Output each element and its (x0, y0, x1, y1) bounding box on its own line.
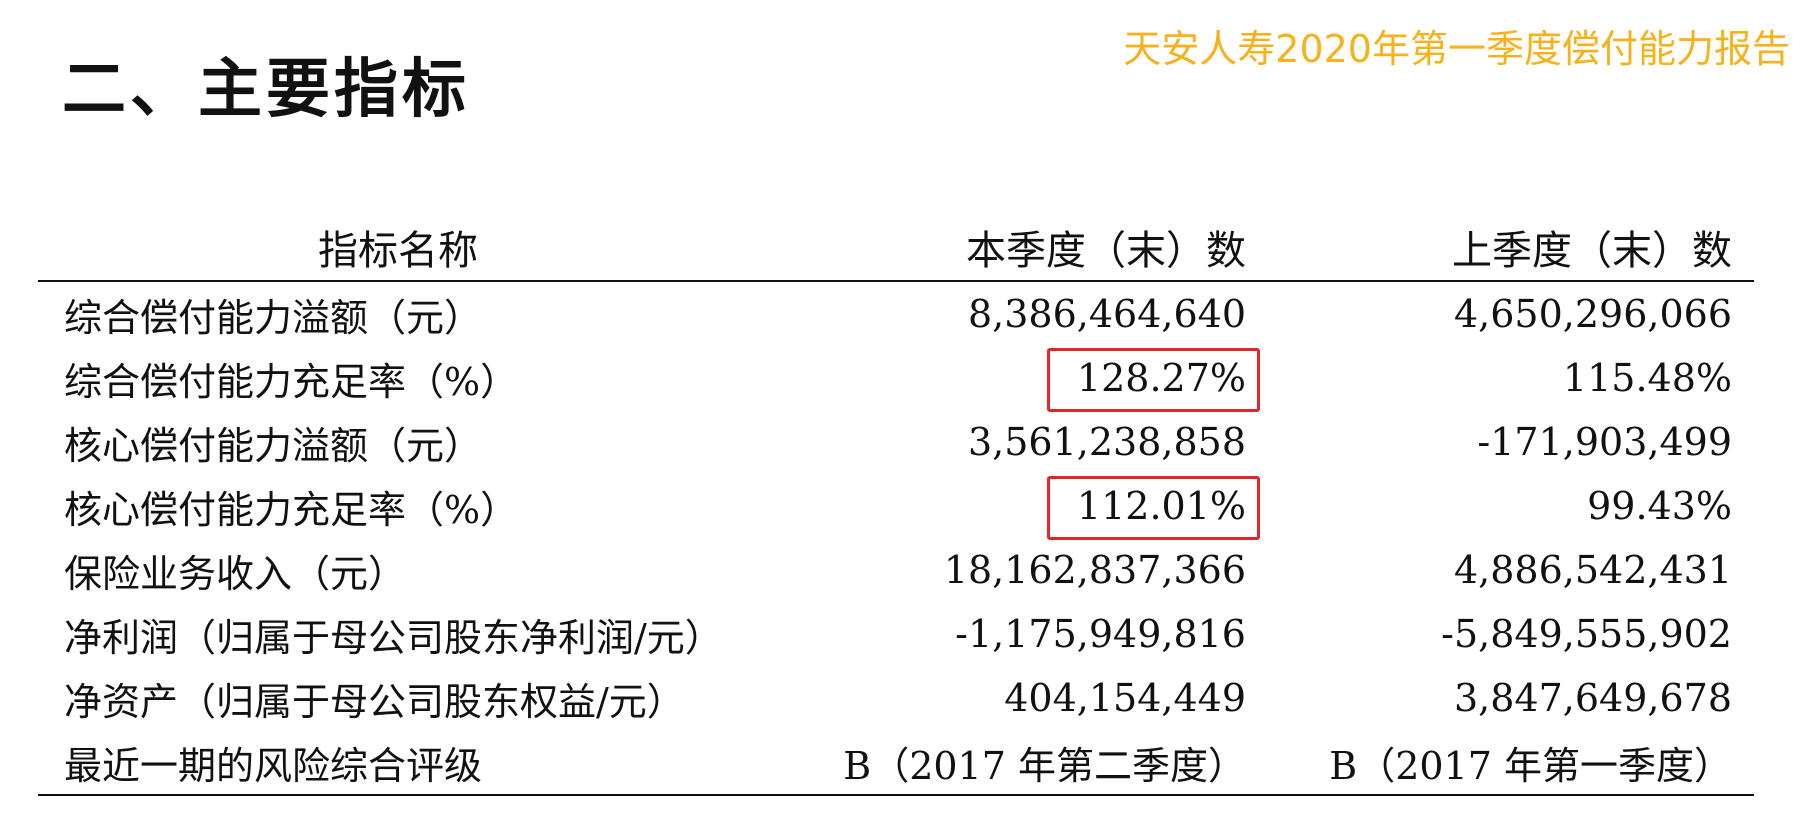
metric-name: 综合偿付能力充足率（%） (64, 359, 519, 404)
current-value-cell: 3,561,238,858 (758, 410, 1268, 474)
table-row: 综合偿付能力溢额（元） 8,386,464,640 4,650,296,066 (38, 281, 1754, 346)
column-header-metric-name: 指标名称 (38, 212, 758, 282)
previous-value: 115.48% (1562, 356, 1732, 400)
previous-value: B（2017 年第一季度） (1268, 730, 1754, 796)
current-value: 404,154,449 (1004, 676, 1246, 720)
table-header: 指标名称 本季度（末）数 上季度（末）数 (38, 212, 1754, 282)
metric-name: 核心偿付能力充足率（%） (64, 487, 519, 532)
highlighted-current-value: 112.01% (1046, 476, 1261, 540)
previous-value: 4,650,296,066 (1453, 292, 1732, 336)
previous-value: 99.43% (1587, 484, 1732, 528)
metric-name: 净利润（归属于母公司股东净利润/元） (64, 615, 723, 660)
previous-value: -171,903,499 (1477, 420, 1732, 464)
current-value-cell: 18,162,837,366 (758, 538, 1268, 602)
column-header-current-quarter: 本季度（末）数 (758, 212, 1268, 282)
current-value-cell: 128.27% (758, 346, 1268, 412)
metrics-table: 指标名称 本季度（末）数 上季度（末）数 综合偿付能力溢额（元） 8,386,4… (38, 212, 1754, 796)
table-row: 核心偿付能力溢额（元） 3,561,238,858 -171,903,499 (38, 410, 1754, 474)
metric-name: 最近一期的风险综合评级 (38, 730, 758, 796)
table-row: 净利润（归属于母公司股东净利润/元） -1,175,949,816 -5,849… (38, 602, 1754, 666)
column-header-previous-quarter: 上季度（末）数 (1268, 212, 1754, 282)
previous-value: 3,847,649,678 (1453, 676, 1732, 720)
table-header-row: 指标名称 本季度（末）数 上季度（末）数 (38, 212, 1754, 282)
report-title: 天安人寿2020年第一季度偿付能力报告 (1123, 27, 1790, 71)
current-value: -1,175,949,816 (955, 612, 1246, 656)
metric-name: 核心偿付能力溢额（元） (64, 423, 483, 468)
table-row: 核心偿付能力充足率（%） 112.01% 99.43% (38, 474, 1754, 540)
current-value-cell: 404,154,449 (758, 666, 1268, 730)
section-heading: 二、主要指标 (62, 53, 470, 127)
current-value: 3,561,238,858 (967, 420, 1246, 464)
current-value-cell: 8,386,464,640 (758, 281, 1268, 346)
table-row: 最近一期的风险综合评级 B（2017 年第二季度） B（2017 年第一季度） (38, 730, 1754, 796)
metric-name: 综合偿付能力溢额（元） (64, 295, 483, 340)
metric-name: 净资产（归属于母公司股东权益/元） (64, 679, 685, 724)
previous-value: 4,886,542,431 (1453, 548, 1732, 592)
table-row: 保险业务收入（元） 18,162,837,366 4,886,542,431 (38, 538, 1754, 602)
highlighted-current-value: 128.27% (1046, 348, 1261, 412)
current-value: B（2017 年第二季度） (843, 743, 1246, 788)
table-body: 综合偿付能力溢额（元） 8,386,464,640 4,650,296,066 … (38, 281, 1754, 796)
previous-value: -5,849,555,902 (1441, 612, 1732, 656)
current-value-cell: B（2017 年第二季度） (758, 730, 1268, 796)
table-row: 综合偿付能力充足率（%） 128.27% 115.48% (38, 346, 1754, 412)
metric-name: 保险业务收入（元） (64, 551, 407, 596)
table-row: 净资产（归属于母公司股东权益/元） 404,154,449 3,847,649,… (38, 666, 1754, 730)
current-value: 8,386,464,640 (967, 292, 1246, 336)
current-value-cell: 112.01% (758, 474, 1268, 540)
current-value: 18,162,837,366 (943, 548, 1246, 592)
current-value-cell: -1,175,949,816 (758, 602, 1268, 666)
